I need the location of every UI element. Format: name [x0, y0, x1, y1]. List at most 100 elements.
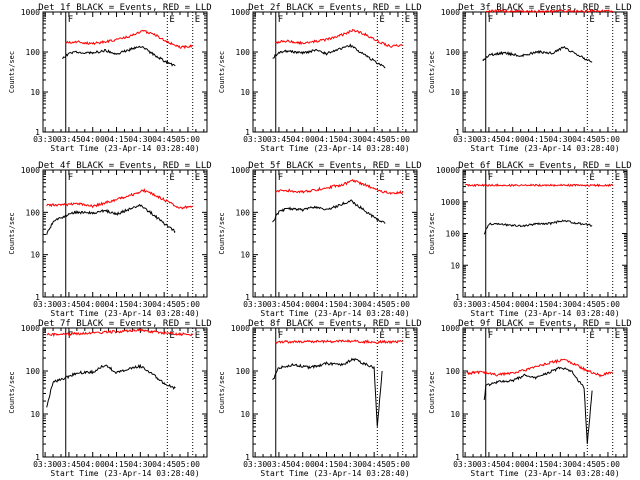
y-tick-label: 100 [236, 367, 251, 376]
x-tick-label: 04:00 [81, 135, 105, 144]
y-tick-label: 100 [26, 367, 41, 376]
y-axis-title: Counts/sec [428, 51, 436, 93]
x-tick-label: 04:45 [152, 135, 176, 144]
y-tick-label: 1000 [231, 8, 250, 17]
marker-label-e: E [379, 331, 384, 341]
y-axis-title: Counts/sec [218, 51, 226, 93]
y-tick-label: 1000 [231, 324, 250, 333]
y-tick-label: 10 [240, 410, 250, 419]
marker-label-e: E [615, 173, 620, 183]
y-tick-label: 1 [35, 453, 40, 462]
marker-label-e: E [615, 15, 620, 25]
y-tick-label: 100 [446, 48, 461, 57]
y-tick-label: 1000 [441, 8, 460, 17]
series-lld-line [275, 339, 403, 345]
chart-panel-8: Det 8f BLACK = Events, RED = LLD 1 10 100 10… [218, 319, 422, 478]
marker-label-e: E [169, 331, 174, 341]
x-tick-label: 05:00 [596, 300, 620, 309]
y-axis-title: Counts/sec [8, 51, 16, 93]
marker-label-e: E [195, 15, 200, 25]
marker-label-f: F [278, 15, 283, 25]
y-tick-label: 100 [26, 48, 41, 57]
chart-title: Det 6f BLACK = Events, RED = LLD [458, 161, 631, 171]
chart-title: Det 9f BLACK = Events, RED = LLD [458, 319, 631, 329]
chart-panel-5: Det 5f BLACK = Events, RED = LLD 1 10 100 10… [218, 161, 422, 318]
x-axis-title: Start Time (23-Apr-14 03:28:40) [260, 144, 409, 153]
y-tick-label: 1 [245, 453, 250, 462]
chart-panel-3: Det 3f BLACK = Events, RED = LLD 1 10 100 10… [428, 3, 632, 153]
x-tick-label: 03:30 [243, 460, 267, 469]
series-events-line [62, 45, 176, 67]
y-tick-label: 100 [446, 367, 461, 376]
y-tick-label: 10000 [436, 166, 460, 175]
series-events-line [483, 366, 593, 444]
x-tick-label: 04:00 [81, 300, 105, 309]
plot-frame [42, 327, 208, 458]
marker-label-f: F [68, 173, 73, 183]
marker-label-e: E [195, 331, 200, 341]
x-tick-label: 04:00 [291, 300, 315, 309]
x-tick-label: 03:30 [453, 300, 477, 309]
plot-frame [42, 169, 208, 298]
y-tick-label: 10 [240, 251, 250, 260]
x-tick-label: 04:45 [152, 300, 176, 309]
x-tick-label: 03:45 [267, 300, 291, 309]
x-tick-label: 04:30 [128, 135, 152, 144]
chart-title: Det 2f BLACK = Events, RED = LLD [248, 3, 421, 13]
x-tick-label: 04:00 [81, 460, 105, 469]
x-tick-label: 05:00 [596, 460, 620, 469]
series-events-line [483, 219, 593, 235]
y-tick-label: 10 [450, 88, 460, 97]
x-tick-label: 04:15 [104, 460, 128, 469]
x-tick-label: 04:30 [338, 300, 362, 309]
x-axis-title: Start Time (23-Apr-14 03:28:40) [50, 144, 199, 153]
x-tick-label: 04:15 [104, 135, 128, 144]
chart-panel-1: Det 1f BLACK = Events, RED = LLD 1 10 100 10… [8, 3, 212, 153]
y-tick-label: 10 [450, 410, 460, 419]
series-events-line [46, 363, 176, 408]
series-events-line [482, 45, 593, 63]
chart-panel-2: Det 2f BLACK = Events, RED = LLD 1 10 100 10… [218, 3, 422, 153]
marker-label-e: E [379, 15, 384, 25]
x-tick-label: 04:15 [104, 300, 128, 309]
x-tick-label: 03:30 [453, 135, 477, 144]
x-tick-label: 03:45 [57, 460, 81, 469]
x-tick-label: 05:00 [386, 460, 410, 469]
marker-label-e: E [589, 331, 594, 341]
marker-label-f: F [278, 331, 283, 341]
chart-title: Det 3f BLACK = Events, RED = LLD [458, 3, 631, 13]
marker-label-e: E [589, 173, 594, 183]
x-tick-label: 04:30 [338, 460, 362, 469]
chart-panel-4: Det 4f BLACK = Events, RED = LLD 1 10 100 10… [8, 161, 212, 318]
y-tick-label: 1000 [21, 166, 40, 175]
series-lld-line [275, 28, 403, 48]
x-tick-label: 04:00 [291, 135, 315, 144]
x-tick-label: 03:30 [243, 300, 267, 309]
plot-frame [252, 327, 418, 458]
y-tick-label: 10 [30, 251, 40, 260]
x-tick-label: 04:45 [572, 300, 596, 309]
x-tick-label: 04:15 [524, 460, 548, 469]
x-tick-label: 04:00 [501, 300, 525, 309]
chart-title: Det 8f BLACK = Events, RED = LLD [248, 319, 421, 329]
x-tick-label: 05:00 [386, 135, 410, 144]
y-tick-label: 10 [30, 88, 40, 97]
x-tick-label: 03:45 [267, 460, 291, 469]
marker-label-f: F [68, 15, 73, 25]
series-events-line [272, 357, 383, 427]
y-tick-label: 1000 [21, 8, 40, 17]
y-tick-label: 10 [30, 410, 40, 419]
y-tick-label: 1000 [231, 166, 250, 175]
x-tick-label: 04:30 [548, 300, 572, 309]
x-tick-label: 03:45 [57, 135, 81, 144]
marker-label-e: E [379, 173, 384, 183]
plot-frame [252, 169, 418, 298]
x-tick-label: 03:45 [267, 135, 291, 144]
series-events-line [272, 43, 386, 69]
x-tick-label: 04:45 [362, 300, 386, 309]
series-lld-line [65, 29, 194, 50]
x-axis-title: Start Time (23-Apr-14 03:28:40) [260, 309, 409, 318]
x-tick-label: 03:30 [33, 135, 57, 144]
y-axis-title: Counts/sec [428, 371, 436, 413]
